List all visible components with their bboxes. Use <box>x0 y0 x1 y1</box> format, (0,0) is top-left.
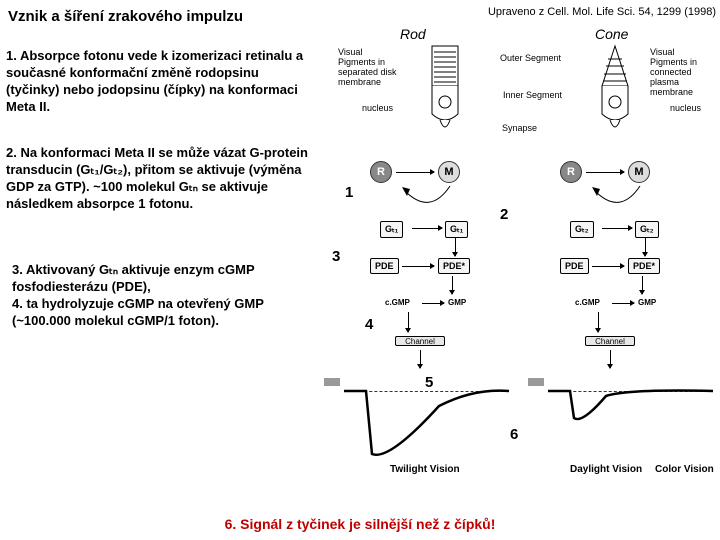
paragraph-3: 3. Aktivovaný Gₜₙ aktivuje enzym cGMP fo… <box>12 262 312 330</box>
step-num-1: 1 <box>345 184 353 201</box>
rod-signal-trace <box>344 376 514 461</box>
rod-header: Rod <box>400 26 426 42</box>
node-pde-rod: PDE <box>370 258 399 274</box>
cone-cell-icon <box>580 44 650 144</box>
node-cgmp-rod: c.GMP <box>385 298 410 307</box>
label-outer-segment: Outer Segment <box>500 54 561 64</box>
arrow-icon <box>586 172 624 173</box>
node-gmp-cone: GMP <box>638 298 656 307</box>
node-pde-cone: PDE <box>560 258 589 274</box>
arrow-icon <box>612 303 634 304</box>
arrow-icon <box>455 238 456 256</box>
arrow-icon <box>642 276 643 294</box>
arrow-icon <box>412 228 442 229</box>
node-gt1-right-rod: Gₜ₁ <box>445 221 468 238</box>
step-num-2: 2 <box>500 206 508 223</box>
paragraph-2: 2. Na konformaci Meta II se může vázat G… <box>6 145 316 213</box>
node-cgmp-cone: c.GMP <box>575 298 600 307</box>
label-visual-pigments-cone: Visual Pigments in connected plasma memb… <box>650 48 710 97</box>
arrow-icon <box>610 350 611 368</box>
recycle-arrow-icon <box>590 181 660 221</box>
label-synapse: Synapse <box>502 124 537 134</box>
arrow-icon <box>592 266 624 267</box>
arrow-icon <box>420 350 421 368</box>
node-m-cone: M <box>628 161 650 183</box>
node-channel-rod: Channel <box>395 336 445 346</box>
step-num-4: 4 <box>365 316 373 333</box>
signal-diagram: Rod Cone Visual Pigments in separated di… <box>340 26 718 506</box>
label-nucleus-rod: nucleus <box>362 104 393 114</box>
paragraph-1: 1. Absorpce fotonu vede k izomerizaci re… <box>6 48 306 116</box>
stimulus-block-cone <box>528 378 544 386</box>
label-nucleus-cone: nucleus <box>670 104 701 114</box>
cone-header: Cone <box>595 26 628 42</box>
label-visual-pigments-rod: Visual Pigments in separated disk membra… <box>338 48 398 88</box>
step-num-3: 3 <box>332 248 340 265</box>
page-title: Vznik a šíření zrakového impulzu <box>8 8 243 25</box>
stimulus-block-rod <box>324 378 340 386</box>
label-daylight-vision: Daylight Vision <box>570 464 642 475</box>
node-pde-star-cone: PDE* <box>628 258 660 274</box>
arrow-icon <box>402 266 434 267</box>
node-m-rod: M <box>438 161 460 183</box>
arrow-icon <box>598 312 599 332</box>
node-gt2-left-cone: Gₜ₂ <box>570 221 594 238</box>
node-r-cone: R <box>560 161 582 183</box>
arrow-icon <box>408 312 409 332</box>
label-twilight-vision: Twilight Vision <box>390 464 460 475</box>
label-inner-segment: Inner Segment <box>503 91 562 101</box>
node-gt1-left-rod: Gₜ₁ <box>380 221 403 238</box>
recycle-arrow-icon <box>400 181 470 221</box>
arrow-icon <box>396 172 434 173</box>
label-color-vision: Color Vision <box>655 464 714 475</box>
conclusion-text: 6. Signál z tyčinek je silnější než z čí… <box>0 516 720 532</box>
node-gmp-rod: GMP <box>448 298 466 307</box>
node-r-rod: R <box>370 161 392 183</box>
arrow-icon <box>602 228 632 229</box>
arrow-icon <box>645 238 646 256</box>
node-channel-cone: Channel <box>585 336 635 346</box>
citation: Upraveno z Cell. Mol. Life Sci. 54, 1299… <box>488 6 716 18</box>
rod-cell-icon <box>410 44 480 144</box>
node-gt2-right-cone: Gₜ₂ <box>635 221 659 238</box>
arrow-icon <box>422 303 444 304</box>
node-pde-star-rod: PDE* <box>438 258 470 274</box>
arrow-icon <box>452 276 453 294</box>
cone-signal-trace <box>548 376 718 461</box>
